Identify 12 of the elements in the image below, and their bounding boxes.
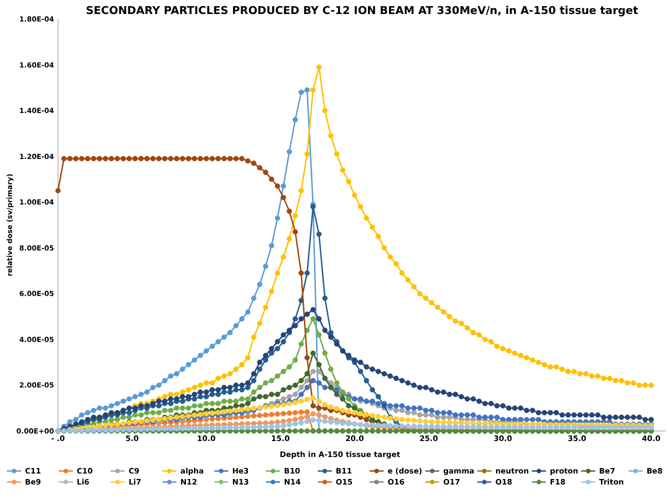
point [274, 411, 280, 417]
point [233, 414, 239, 420]
point [292, 410, 298, 416]
point [298, 410, 304, 415]
point [280, 410, 286, 416]
point [257, 412, 262, 418]
point [251, 413, 256, 419]
chart-title: SECONDARY PARTICLES PRODUCED BY C-12 ION BEAM AT 330MeV/n, in A-150 tissue target [86, 4, 638, 17]
point [286, 410, 292, 416]
point [268, 412, 274, 418]
point [304, 409, 310, 415]
point [262, 412, 268, 418]
